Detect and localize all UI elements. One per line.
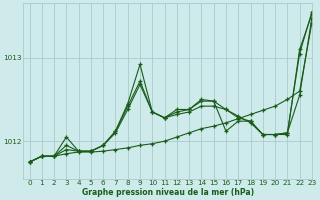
- X-axis label: Graphe pression niveau de la mer (hPa): Graphe pression niveau de la mer (hPa): [82, 188, 254, 197]
